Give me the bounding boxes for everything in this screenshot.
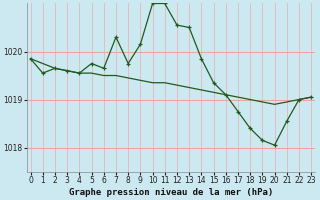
X-axis label: Graphe pression niveau de la mer (hPa): Graphe pression niveau de la mer (hPa) xyxy=(69,188,273,197)
